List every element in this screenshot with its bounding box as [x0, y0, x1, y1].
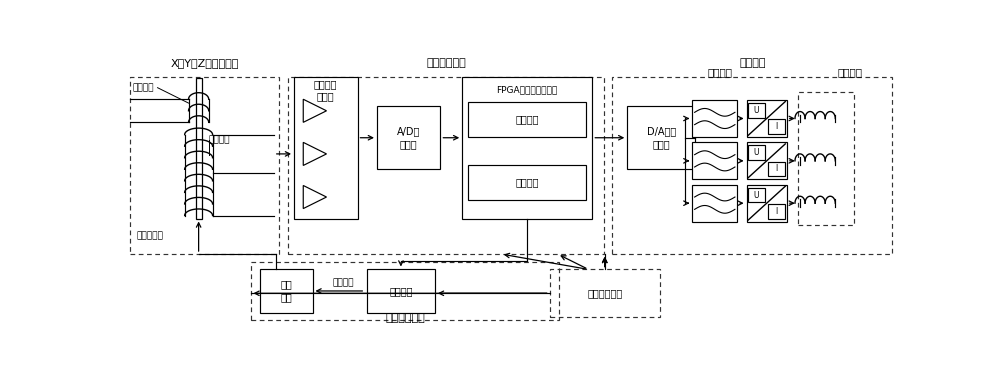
Text: U: U	[754, 191, 759, 200]
Bar	[768, 162, 785, 176]
Text: 魈基非晶丝: 魈基非晶丝	[137, 232, 164, 241]
Bar	[747, 100, 787, 137]
Text: U: U	[754, 148, 759, 157]
Text: I: I	[776, 122, 778, 131]
Bar	[468, 101, 586, 137]
Text: U: U	[754, 106, 759, 115]
Bar	[798, 92, 854, 225]
Bar	[288, 77, 604, 254]
Bar	[377, 106, 440, 169]
Text: 感应线圈: 感应线圈	[209, 135, 230, 145]
Bar	[692, 142, 737, 179]
Bar	[768, 204, 785, 219]
Text: I: I	[776, 207, 778, 216]
Text: 反馈电路: 反馈电路	[708, 67, 733, 77]
Bar	[748, 103, 765, 118]
Text: 激励线圈: 激励线圈	[133, 83, 154, 92]
Text: 功率
放大: 功率 放大	[280, 279, 292, 303]
Bar	[748, 145, 765, 160]
Text: 激励电源模块: 激励电源模块	[386, 312, 425, 323]
Bar	[130, 77, 279, 254]
Bar	[468, 165, 586, 200]
Text: 信号测量模块: 信号测量模块	[427, 58, 466, 68]
Text: FPGA数字信号处理器: FPGA数字信号处理器	[497, 85, 558, 95]
Text: 反馈模块: 反馈模块	[740, 58, 766, 68]
Text: 反馈线圈: 反馈线圈	[837, 67, 862, 77]
Text: A/D转
换电路: A/D转 换电路	[397, 126, 420, 149]
Bar	[196, 78, 202, 219]
Text: 系统时钟: 系统时钟	[389, 286, 413, 296]
Bar	[294, 77, 358, 219]
Bar	[747, 142, 787, 179]
Text: 激励信号: 激励信号	[333, 278, 354, 287]
Bar	[612, 77, 892, 254]
Text: D/A数模
转换器: D/A数模 转换器	[647, 126, 676, 149]
Bar	[367, 269, 435, 312]
Text: X、Y、Z磁通门探头: X、Y、Z磁通门探头	[171, 58, 239, 68]
Bar	[627, 106, 695, 169]
Bar	[768, 119, 785, 134]
Text: 前置谐振
放大器: 前置谐振 放大器	[314, 79, 337, 101]
Text: 相敏检波: 相敏检波	[515, 114, 539, 124]
Bar	[748, 188, 765, 203]
Bar	[692, 185, 737, 222]
Bar	[550, 269, 660, 317]
Bar	[251, 262, 559, 320]
Bar	[747, 185, 787, 222]
Bar	[260, 269, 313, 312]
Text: I: I	[776, 164, 778, 173]
Text: 供电电源模块: 供电电源模块	[587, 288, 622, 298]
Bar	[692, 100, 737, 137]
Bar	[462, 77, 592, 219]
Text: 数字滤波: 数字滤波	[515, 177, 539, 187]
